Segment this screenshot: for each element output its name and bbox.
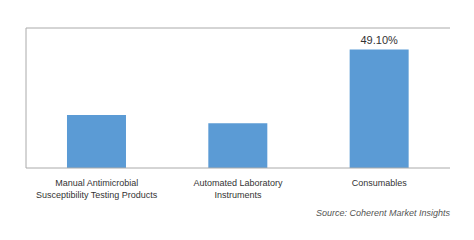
svg-text:49.10%: 49.10% <box>360 34 398 46</box>
svg-text:Manual AntimicrobialSusceptibi: Manual AntimicrobialSusceptibility Testi… <box>36 178 158 200</box>
html-text:Source: Coherent Market Insigh: Source: Coherent Market Insights <box>315 208 450 218</box>
svg-text:Consumables: Consumables <box>352 178 408 188</box>
svg-text:Automated LaboratoryInstrument: Automated LaboratoryInstruments <box>193 178 283 200</box>
